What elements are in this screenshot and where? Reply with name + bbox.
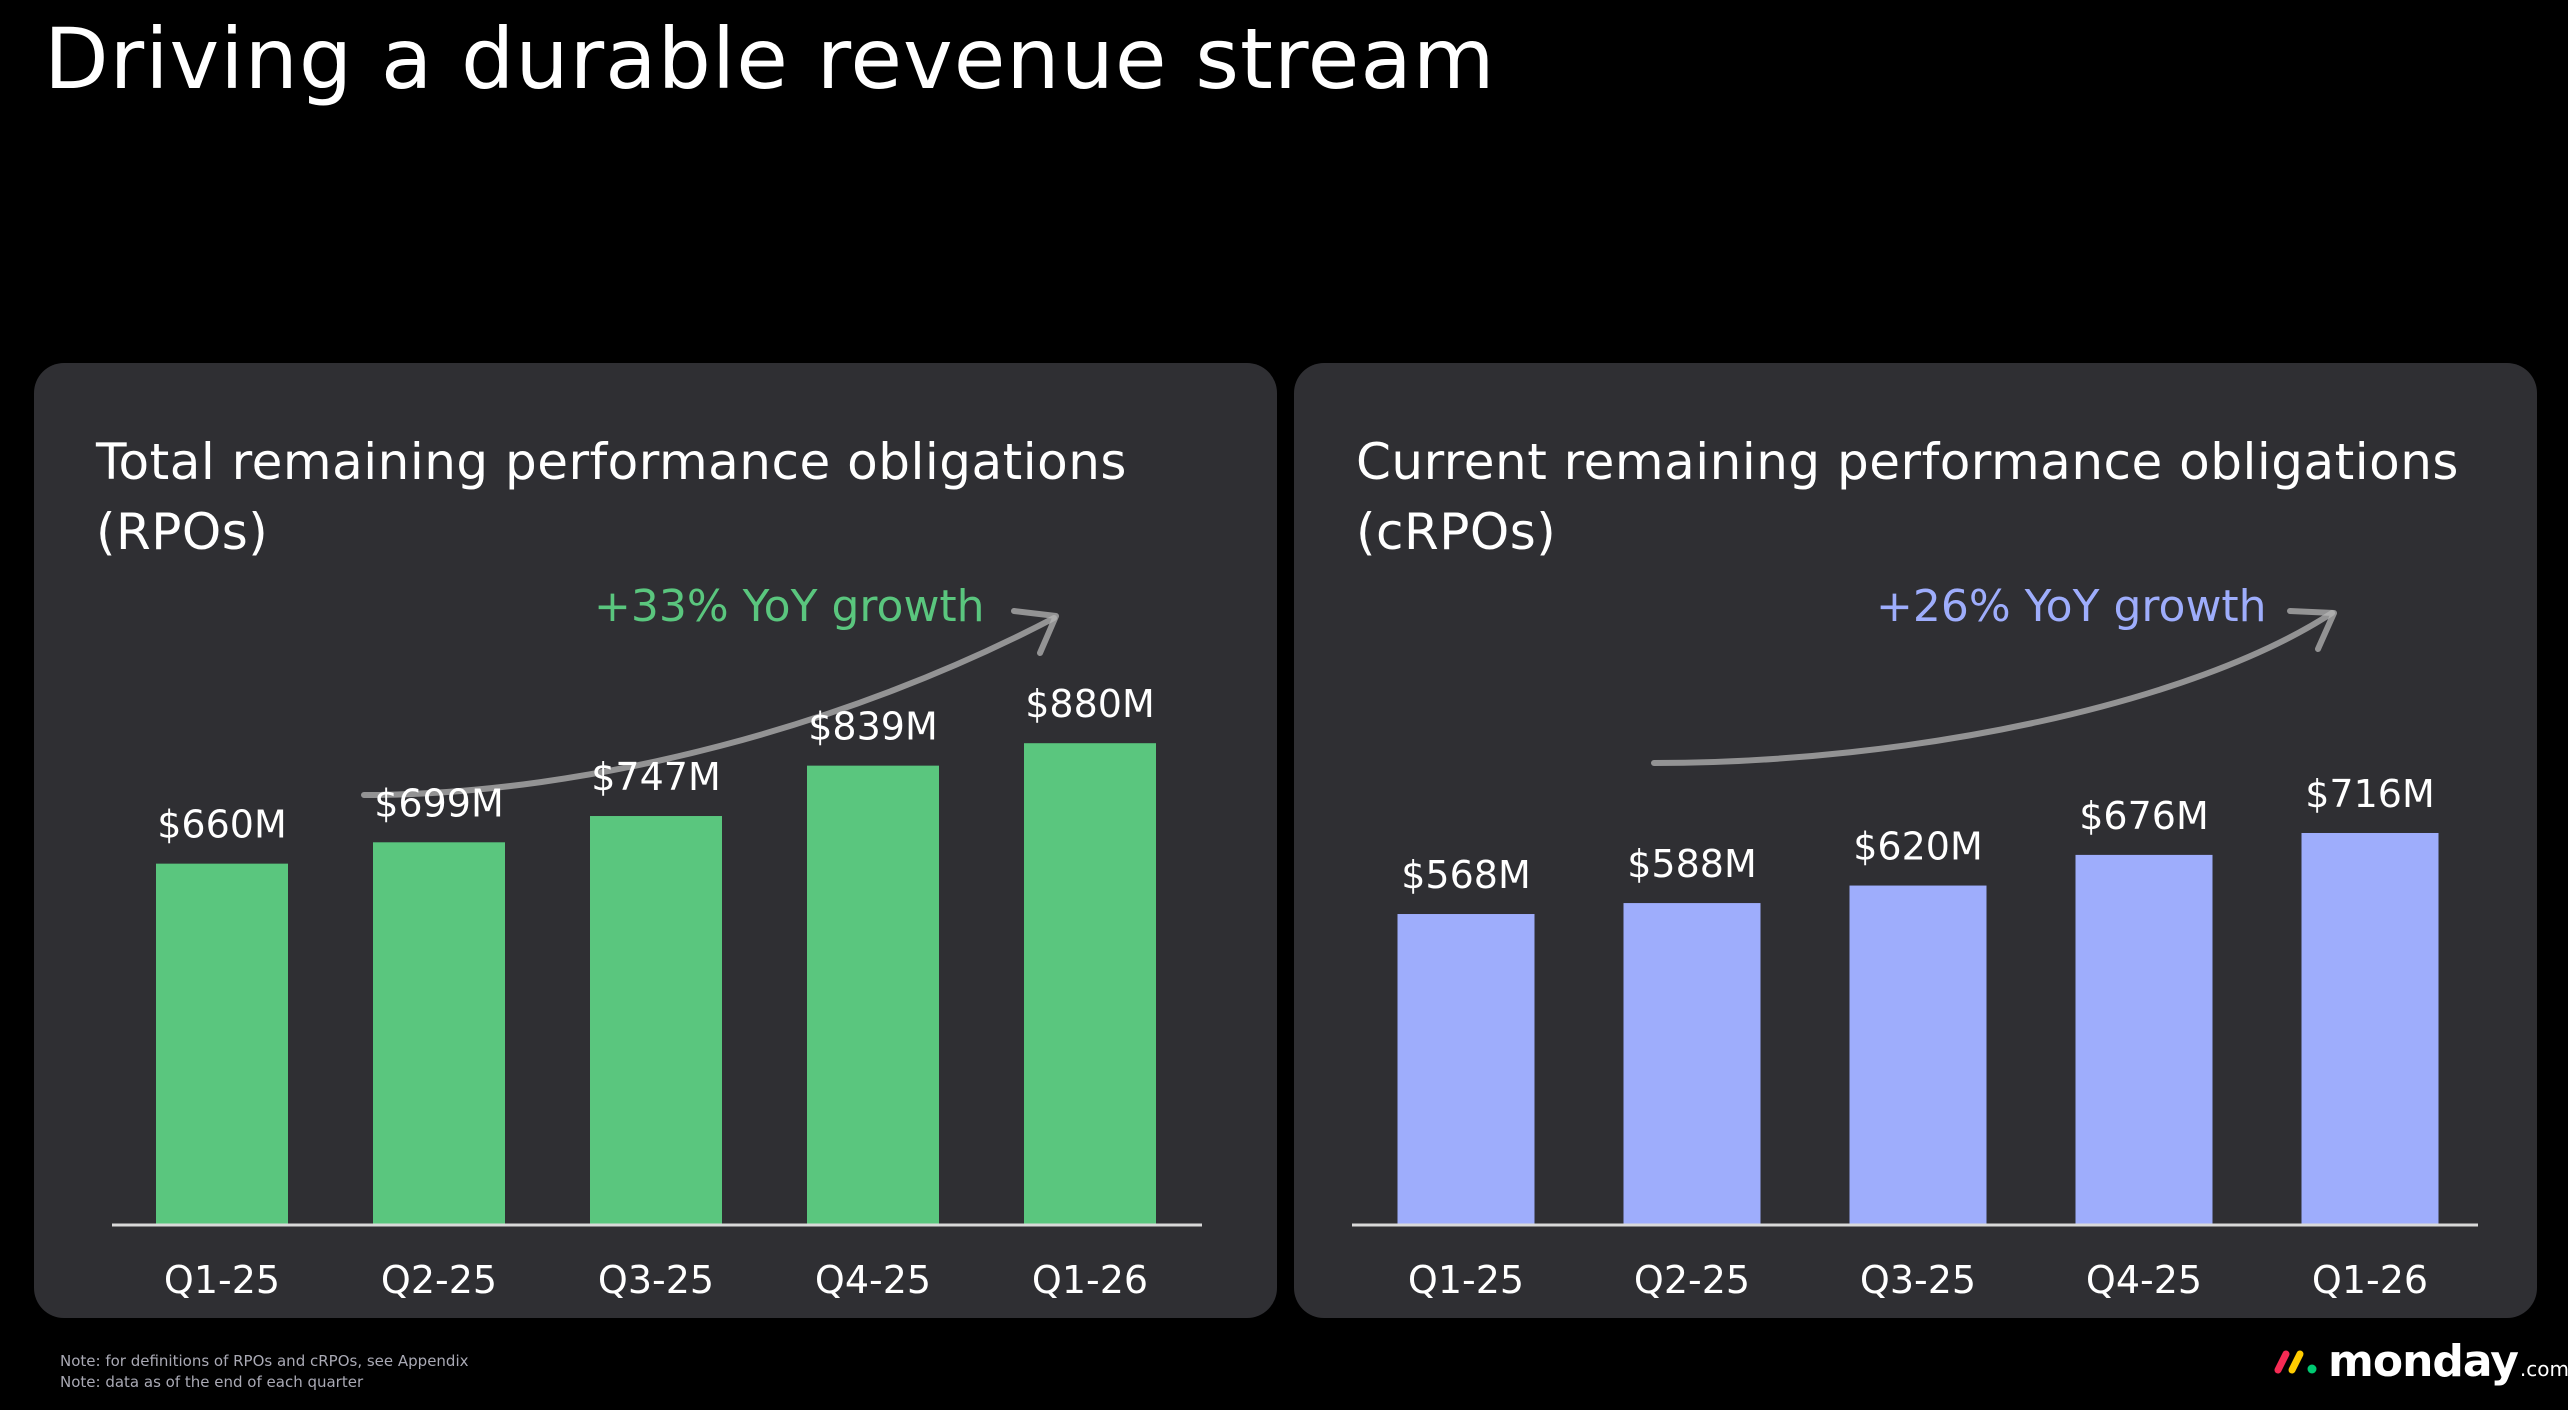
rpo-category-label: Q1-25 (164, 1258, 280, 1302)
crpo-chart-title-line-2: (cRPOs) (1356, 503, 1557, 561)
rpo-chart-title-line-1: Total remaining performance obligations (96, 433, 1127, 491)
logo-wordmark: monday (2328, 1336, 2519, 1387)
crpo-bar (1623, 903, 1761, 1225)
crpo-value-label: $588M (1627, 842, 1757, 886)
slide-title: Driving a durable revenue stream (44, 10, 1496, 108)
rpo-value-label: $747M (591, 755, 721, 799)
crpo-category-label: Q3-25 (1860, 1258, 1976, 1302)
rpo-growth-annotation: +33% YoY growth (594, 581, 985, 632)
crpo-category-label: Q1-25 (1408, 1258, 1524, 1302)
rpo-chart-title: Total remaining performance obligations … (96, 427, 1127, 567)
footnote-definitions: Note: for definitions of RPOs and cRPOs,… (60, 1352, 469, 1370)
crpo-growth-arrow (1651, 610, 2335, 766)
logo-suffix: .com (2519, 1357, 2568, 1381)
crpo-value-label: $620M (1853, 825, 1983, 869)
crpo-bar (1397, 914, 1535, 1225)
rpo-bar (1024, 743, 1156, 1225)
crpo-value-label: $716M (2305, 772, 2435, 816)
crpo-growth-arrowhead (2287, 608, 2337, 652)
crpo-category-label: Q1-26 (2312, 1258, 2428, 1302)
rpo-value-label: $839M (808, 705, 938, 749)
monday-logo: monday .com (2272, 1336, 2568, 1387)
rpo-category-label: Q2-25 (381, 1258, 497, 1302)
crpo-bar (1849, 885, 1987, 1225)
rpo-value-label: $660M (157, 803, 287, 847)
crpo-value-label: $568M (1401, 853, 1531, 897)
rpo-value-label: $880M (1025, 682, 1155, 726)
rpo-chart-title-line-2: (RPOs) (96, 503, 269, 561)
rpo-bar-chart: $660M Q1-25 $699M Q2-25 $747M Q3-25 $839M Q4-25… (112, 608, 1202, 1302)
crpo-growth-annotation: +26% YoY growth (1876, 581, 2267, 632)
rpo-bar (590, 816, 722, 1225)
crpo-bar (2301, 832, 2439, 1225)
rpo-panel: Total remaining performance obligations … (34, 363, 1277, 1318)
crpo-chart-title: Current remaining performance obligation… (1356, 427, 2459, 567)
rpo-growth-arrowhead (1011, 608, 1059, 656)
rpo-bar (373, 842, 505, 1225)
monday-logo-mark-icon (2274, 1350, 2317, 1374)
rpo-category-label: Q3-25 (598, 1258, 714, 1302)
crpo-category-label: Q2-25 (1634, 1258, 1750, 1302)
crpo-value-label: $676M (2079, 794, 2209, 838)
rpo-bar (156, 863, 288, 1225)
footnote-data-timing: Note: data as of the end of each quarter (60, 1373, 364, 1391)
crpo-bar (2075, 854, 2213, 1225)
crpo-category-label: Q4-25 (2086, 1258, 2202, 1302)
rpo-bar (807, 765, 939, 1225)
footnotes: Note: for definitions of RPOs and cRPOs,… (60, 1351, 469, 1393)
crpo-panel: Current remaining performance obligation… (1294, 363, 2537, 1318)
rpo-value-label: $699M (374, 781, 504, 825)
rpo-growth-arrow (361, 615, 1057, 798)
crpo-chart-title-line-1: Current remaining performance obligation… (1356, 433, 2459, 491)
rpo-category-label: Q4-25 (815, 1258, 931, 1302)
rpo-category-label: Q1-26 (1032, 1258, 1148, 1302)
crpo-bar-chart: $568M Q1-25 $588M Q2-25 $620M Q3-25 $676M Q4-25… (1352, 608, 2478, 1302)
